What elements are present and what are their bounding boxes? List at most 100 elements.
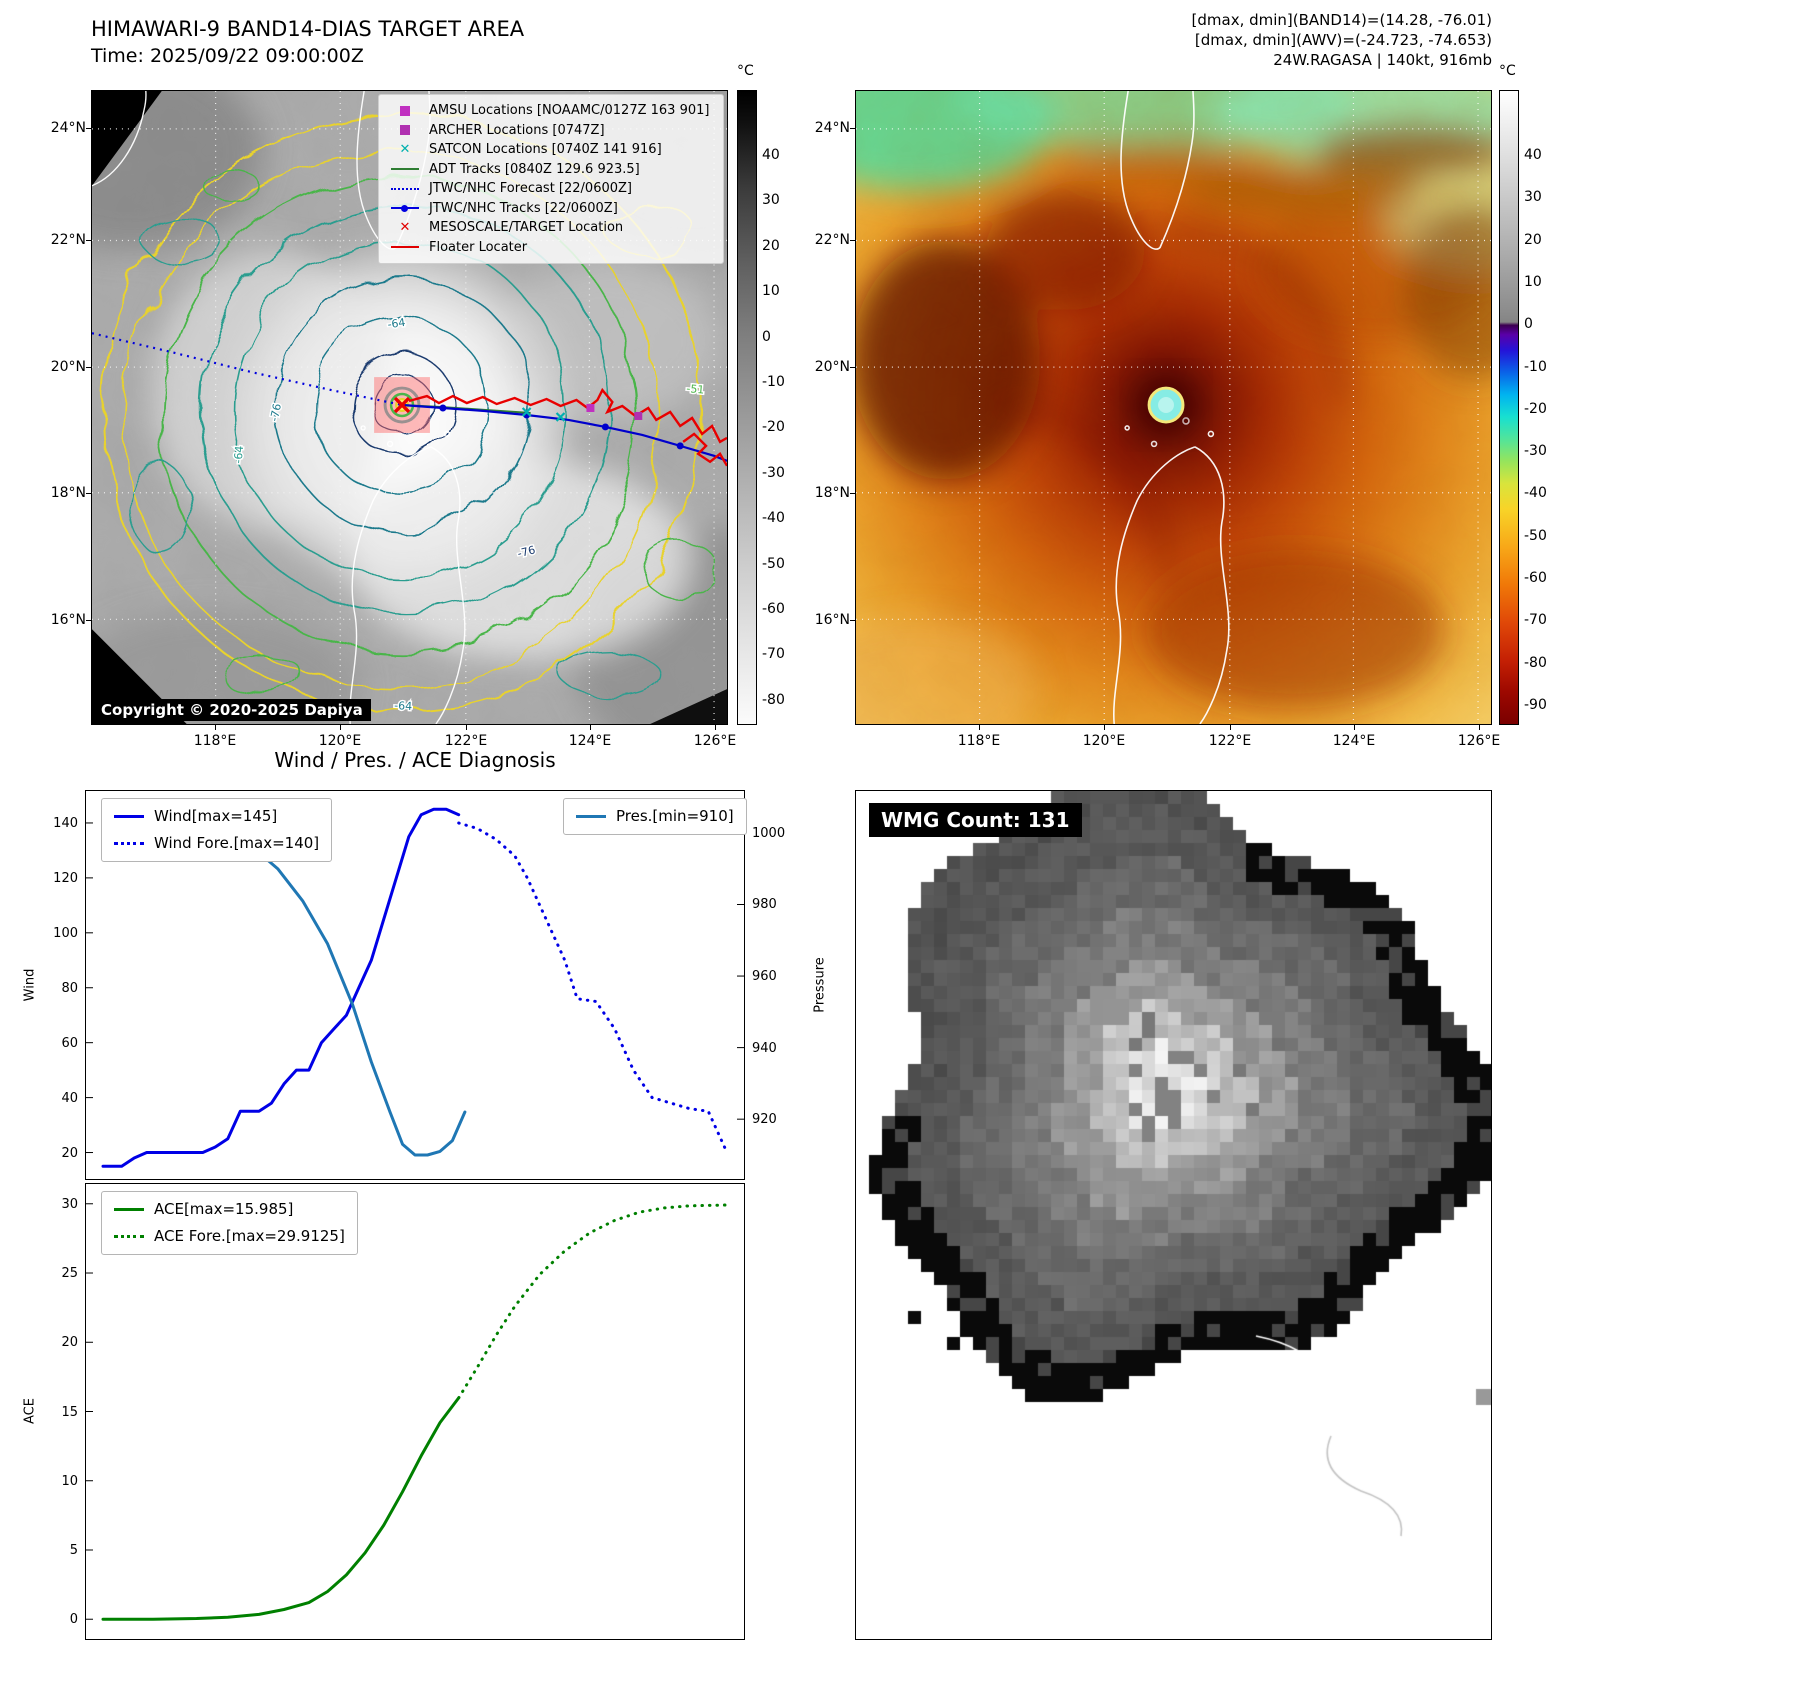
awv-map-svg bbox=[856, 91, 1491, 724]
annotation-band14-dmax-dmin: [dmax, dmin](BAND14)=(14.28, -76.01) bbox=[1191, 11, 1492, 29]
storm-eye bbox=[1140, 379, 1192, 431]
axis-tick-label: 940 bbox=[752, 1040, 777, 1056]
map-ytick-label: 16°N bbox=[50, 612, 86, 628]
axis-tick-mark bbox=[86, 128, 91, 129]
series-ACE[max=15.985] bbox=[101, 1396, 461, 1621]
legend-item-wind: Wind[max=145] bbox=[114, 807, 319, 826]
axis-tick-mark bbox=[590, 725, 591, 730]
axis-tick-mark bbox=[850, 128, 855, 129]
wind-legend: Wind[max=145] Wind Fore.[max=140] bbox=[101, 798, 333, 862]
axis-tick-label: 25 bbox=[61, 1266, 78, 1281]
map-legend-item: ADT Tracks [0840Z 129.6 923.5] bbox=[389, 160, 713, 180]
contour-label: -64 bbox=[394, 699, 413, 713]
colorbar-tick-label: -20 bbox=[1524, 400, 1547, 417]
map-xtick-label: 126°E bbox=[693, 733, 737, 749]
ace-legend-label: ACE[max=15.985] bbox=[154, 1200, 294, 1218]
map-legend-item: AMSU Locations [NOAAMC/0127Z 163 901] bbox=[389, 101, 713, 121]
pressure-legend: Pres.[min=910] bbox=[563, 798, 747, 835]
axis-tick-label: 0 bbox=[69, 1612, 78, 1628]
map-xtick-label: 124°E bbox=[1332, 733, 1376, 749]
map-xtick-label: 124°E bbox=[568, 733, 612, 749]
contour-label: -76 bbox=[268, 402, 284, 422]
map-legend-item: ✕ MESOSCALE/TARGET Location bbox=[389, 218, 713, 238]
band14-title: HIMAWARI-9 BAND14-DIAS TARGET AREA Time:… bbox=[91, 16, 524, 70]
map-ytick-label: 18°N bbox=[814, 485, 850, 501]
axis-tick-mark bbox=[340, 725, 341, 730]
awv-colorbar-unit: °C bbox=[1499, 63, 1516, 79]
contour-label: -64 bbox=[232, 445, 247, 464]
mesoscale-target-x-marker bbox=[393, 396, 411, 414]
axis-tick-mark bbox=[850, 493, 855, 494]
colorbar-tick-label: 40 bbox=[1524, 147, 1542, 163]
dotted-marker-icon bbox=[389, 187, 421, 190]
x-marker-icon: ✕ bbox=[389, 221, 421, 234]
colorbar-tick-label: 20 bbox=[762, 237, 780, 254]
square-marker-glyph bbox=[400, 105, 410, 116]
ace-forecast-line-swatch bbox=[114, 1235, 144, 1238]
legend-item-ace: ACE[max=15.985] bbox=[114, 1200, 345, 1219]
pressure-legend-label: Pres.[min=910] bbox=[616, 807, 734, 825]
axis-tick-mark bbox=[466, 725, 467, 730]
band14-title-line1: HIMAWARI-9 BAND14-DIAS TARGET AREA bbox=[91, 17, 525, 41]
axis-tick-label: 140 bbox=[53, 815, 78, 831]
colorbar-tick-label: -80 bbox=[762, 691, 785, 708]
x-marker-icon: ✕ bbox=[389, 143, 421, 156]
awv-colorbar bbox=[1499, 90, 1519, 725]
band14-colorbar bbox=[737, 90, 757, 725]
line-dot-marker-icon bbox=[389, 204, 421, 212]
axis-tick-label: 10 bbox=[61, 1473, 78, 1489]
wind-line-swatch bbox=[114, 815, 144, 818]
axis-tick-mark bbox=[86, 240, 91, 241]
map-ytick-label: 22°N bbox=[50, 232, 86, 248]
axis-tick-label: 100 bbox=[53, 925, 78, 941]
dotted-marker-glyph bbox=[391, 187, 419, 190]
line-marker-glyph bbox=[391, 168, 419, 171]
map-legend-item: Floater Locater bbox=[389, 238, 713, 258]
colorbar-tick-label: 20 bbox=[1524, 231, 1542, 248]
map-legend-label: JTWC/NHC Forecast [22/0600Z] bbox=[429, 181, 632, 196]
axis-tick-label: 5 bbox=[69, 1542, 78, 1558]
map-legend-label: Floater Locater bbox=[429, 239, 528, 255]
colorbar-tick-label: -10 bbox=[762, 374, 785, 390]
band14-title-line2: Time: 2025/09/22 09:00:00Z bbox=[91, 45, 364, 67]
ace-forecast-legend-label: ACE Fore.[max=29.9125] bbox=[154, 1227, 345, 1245]
floater-locater-track2 bbox=[682, 432, 727, 467]
legend-item-wind-forecast: Wind Fore.[max=140] bbox=[114, 834, 319, 853]
map-legend-label: MESOSCALE/TARGET Location bbox=[429, 220, 624, 235]
map-xtick-label: 120°E bbox=[318, 733, 362, 749]
axis-tick-label: 920 bbox=[752, 1112, 777, 1128]
copyright-text: Copyright © 2020-2025 Dapiya bbox=[93, 699, 371, 721]
colorbar-tick-label: -50 bbox=[1524, 527, 1547, 544]
square-marker-glyph bbox=[400, 125, 410, 136]
band14-colorbar-unit: °C bbox=[737, 63, 754, 79]
colorbar-tick-label: -20 bbox=[762, 419, 785, 436]
wmg-pixel-image bbox=[856, 791, 1491, 1639]
axis-tick-label: 40 bbox=[61, 1090, 78, 1106]
axis-tick-label: 20 bbox=[61, 1335, 78, 1351]
contour-labels: -64 -76 -64 -51 -76 -64 bbox=[230, 314, 706, 714]
series-Wind[max=145] bbox=[101, 807, 461, 1168]
map-legend-label: AMSU Locations [NOAAMC/0127Z 163 901] bbox=[429, 103, 710, 118]
pressure-line-swatch bbox=[576, 815, 606, 818]
axis-tick-label: 30 bbox=[61, 1196, 78, 1212]
colorbar-tick-label: -60 bbox=[1524, 570, 1547, 586]
colorbar-tick-label: -10 bbox=[1524, 358, 1547, 375]
colorbar-tick-label: -50 bbox=[762, 555, 785, 572]
colorbar-tick-label: 30 bbox=[1524, 189, 1542, 206]
map-ytick-label: 24°N bbox=[50, 120, 86, 136]
colorbar-tick-label: 10 bbox=[762, 283, 780, 300]
line-marker-icon bbox=[389, 246, 421, 249]
map-legend-label: ARCHER Locations [0747Z] bbox=[429, 122, 605, 138]
wmg-panel bbox=[855, 790, 1492, 1640]
axis-tick-label: 980 bbox=[752, 897, 777, 913]
axis-tick-label: 15 bbox=[61, 1404, 78, 1420]
latlon-grid bbox=[856, 91, 1491, 724]
map-ytick-label: 18°N bbox=[50, 485, 86, 501]
map-xtick-label: 122°E bbox=[444, 733, 488, 749]
map-legend-label: JTWC/NHC Tracks [22/0600Z] bbox=[429, 200, 618, 216]
map-ytick-label: 16°N bbox=[814, 612, 850, 628]
ace-line-swatch bbox=[114, 1208, 144, 1211]
ace-chart bbox=[85, 1183, 745, 1640]
axis-tick-mark bbox=[979, 725, 980, 730]
diagnosis-chart-title: Wind / Pres. / ACE Diagnosis bbox=[274, 748, 556, 772]
